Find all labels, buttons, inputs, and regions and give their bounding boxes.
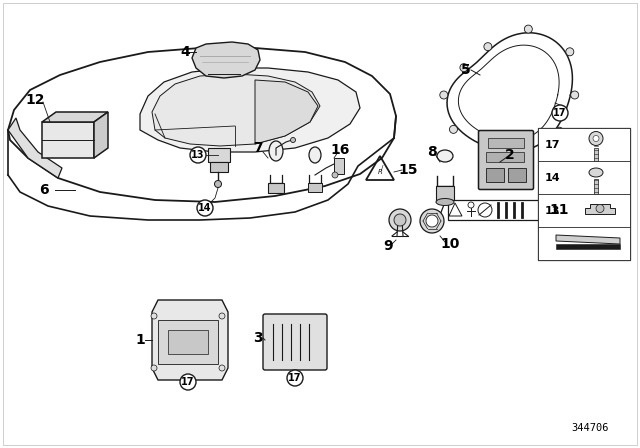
Bar [268, 183, 284, 193]
Text: /: / [381, 165, 383, 171]
Bar [538, 128, 630, 260]
Circle shape [389, 209, 411, 231]
Circle shape [197, 200, 213, 216]
Text: 6: 6 [39, 183, 49, 197]
Ellipse shape [589, 168, 603, 177]
Text: 17: 17 [553, 108, 567, 118]
Circle shape [566, 48, 574, 56]
Text: 3: 3 [253, 331, 263, 345]
Bar [594, 178, 598, 194]
Bar [538, 128, 630, 161]
Circle shape [180, 374, 196, 390]
Bar [508, 168, 526, 182]
Bar [42, 122, 94, 158]
Text: 14: 14 [198, 203, 212, 213]
Circle shape [571, 91, 579, 99]
Text: 2: 2 [505, 148, 515, 162]
Bar [538, 161, 630, 194]
Text: 10: 10 [440, 237, 460, 251]
Text: 344706: 344706 [572, 423, 609, 433]
Circle shape [291, 138, 296, 142]
Circle shape [151, 365, 157, 371]
Text: 14: 14 [544, 172, 560, 182]
Polygon shape [210, 162, 228, 172]
Ellipse shape [269, 141, 283, 161]
Circle shape [219, 313, 225, 319]
Polygon shape [208, 148, 230, 162]
Circle shape [556, 127, 563, 135]
FancyBboxPatch shape [479, 130, 534, 190]
Circle shape [522, 150, 530, 158]
Text: 16: 16 [330, 143, 349, 157]
Circle shape [460, 64, 468, 72]
Circle shape [214, 181, 221, 188]
Circle shape [440, 91, 448, 99]
Bar [168, 330, 208, 354]
Ellipse shape [309, 147, 321, 163]
FancyBboxPatch shape [263, 314, 327, 370]
Circle shape [151, 313, 157, 319]
Polygon shape [94, 112, 108, 158]
Circle shape [449, 125, 458, 134]
Ellipse shape [437, 150, 453, 162]
Text: 1: 1 [135, 333, 145, 347]
Bar [308, 183, 322, 192]
Polygon shape [8, 118, 62, 178]
Circle shape [552, 105, 568, 121]
Circle shape [481, 146, 490, 154]
Bar [556, 244, 620, 249]
Ellipse shape [436, 198, 454, 206]
Bar [488, 138, 524, 148]
Polygon shape [556, 235, 620, 244]
Bar [538, 227, 630, 260]
Bar [158, 320, 218, 364]
Text: 12: 12 [25, 93, 45, 107]
Bar [334, 158, 344, 174]
Bar [486, 152, 524, 162]
Circle shape [287, 370, 303, 386]
Circle shape [190, 147, 206, 163]
Text: 17: 17 [544, 139, 560, 150]
Circle shape [596, 204, 604, 212]
Text: 11: 11 [549, 203, 569, 217]
Text: 7: 7 [253, 141, 263, 155]
Bar [538, 194, 630, 227]
Text: 4: 4 [180, 45, 190, 59]
Bar [448, 200, 543, 220]
Polygon shape [42, 112, 108, 122]
Text: 17: 17 [181, 377, 195, 387]
Circle shape [219, 365, 225, 371]
Text: 5: 5 [461, 63, 471, 77]
Text: R: R [378, 169, 383, 175]
Polygon shape [192, 42, 260, 78]
Polygon shape [255, 80, 318, 144]
Bar [436, 186, 454, 202]
Polygon shape [585, 203, 615, 214]
Circle shape [394, 214, 406, 226]
Circle shape [426, 215, 438, 227]
Circle shape [589, 132, 603, 146]
Text: 8: 8 [427, 145, 437, 159]
Text: 15: 15 [398, 163, 418, 177]
Text: 13: 13 [191, 150, 205, 160]
Bar [594, 147, 598, 161]
Text: 9: 9 [383, 239, 393, 253]
Text: 17: 17 [288, 373, 301, 383]
Polygon shape [152, 300, 228, 380]
Circle shape [593, 135, 599, 142]
Bar [486, 168, 504, 182]
Text: —: — [547, 205, 558, 215]
Circle shape [420, 209, 444, 233]
Text: 13: 13 [544, 206, 560, 215]
Polygon shape [152, 74, 320, 146]
Circle shape [524, 25, 532, 33]
Circle shape [332, 172, 338, 178]
Circle shape [484, 43, 492, 51]
Polygon shape [140, 68, 360, 152]
